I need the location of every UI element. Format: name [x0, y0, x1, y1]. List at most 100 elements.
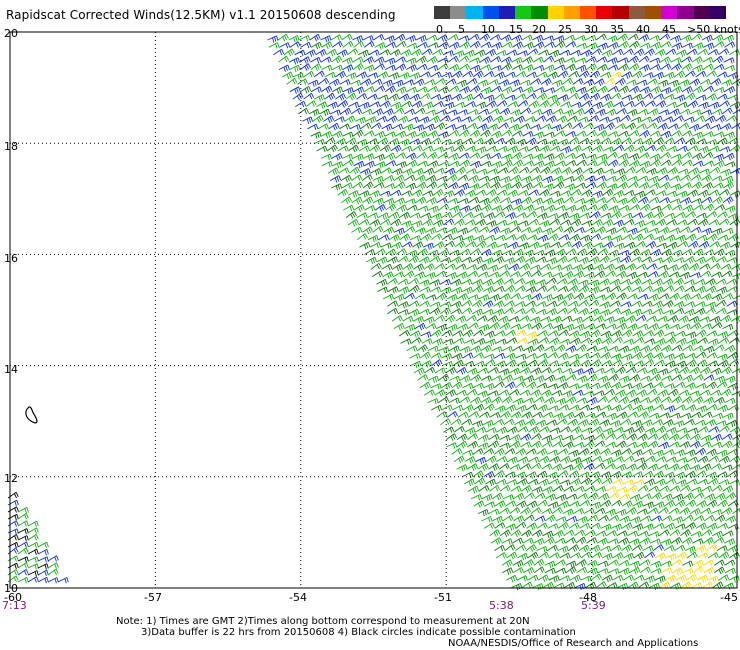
- wind-barb: [549, 218, 561, 226]
- wind-barb: [702, 537, 714, 545]
- wind-barb: [506, 189, 518, 198]
- wind-barb: [644, 100, 656, 107]
- wind-barb: [628, 153, 640, 161]
- wind-barb: [683, 279, 695, 286]
- wind-barb: [387, 300, 399, 307]
- wind-barb: [712, 581, 724, 590]
- wind-barb: [567, 300, 579, 308]
- wind-barb: [512, 345, 524, 352]
- wind-barb: [703, 42, 715, 50]
- wind-barb: [631, 382, 643, 390]
- wind-barb: [352, 153, 364, 161]
- wind-barb: [682, 344, 694, 352]
- wind-barb: [341, 33, 353, 41]
- wind-barb: [628, 397, 640, 405]
- wind-barb: [527, 478, 539, 486]
- wind-barb: [681, 159, 693, 167]
- wind-barb: [448, 152, 460, 161]
- wind-barb: [520, 441, 532, 448]
- wind-barb: [677, 168, 689, 175]
- wind-barb: [648, 485, 660, 492]
- wind-barb: [457, 293, 469, 301]
- wind-barb: [623, 190, 635, 197]
- wind-barb: [722, 485, 734, 493]
- wind-barb: [573, 434, 585, 441]
- wind-barb: [448, 249, 460, 257]
- wind-barb: [529, 166, 541, 174]
- wind-barb: [553, 35, 565, 43]
- wind-barb: [408, 255, 420, 264]
- wind-barb: [668, 463, 680, 471]
- wind-barb: [439, 279, 451, 286]
- wind-barb: [512, 537, 524, 545]
- wind-barb: [665, 553, 677, 561]
- wind-barb: [571, 167, 583, 175]
- wind-barb: [326, 144, 338, 153]
- wind-barb: [414, 174, 426, 183]
- wind-barb: [557, 285, 569, 293]
- wind-barb: [730, 167, 740, 176]
- wind-barb: [683, 116, 695, 123]
- wind-barb: [589, 286, 601, 294]
- wind-barb: [559, 479, 571, 486]
- wind-barb: [588, 279, 600, 287]
- wind-barb: [632, 233, 644, 242]
- wind-barb: [491, 160, 503, 169]
- wind-barb: [520, 507, 531, 515]
- wind-barb: [718, 218, 730, 226]
- wind-barb: [605, 508, 616, 517]
- wind-barb: [427, 205, 439, 213]
- wind-barb: [589, 352, 601, 359]
- wind-barb: [616, 197, 628, 206]
- wind-barb: [679, 433, 691, 440]
- wind-barb: [603, 168, 615, 175]
- wind-barb: [658, 441, 670, 450]
- wind-barb: [716, 381, 728, 389]
- wind-barb: [621, 94, 633, 101]
- wind-barb: [464, 427, 476, 435]
- wind-barb: [482, 300, 494, 308]
- wind-barb: [418, 308, 431, 316]
- wind-barb: [634, 220, 646, 228]
- wind-barb: [470, 248, 481, 255]
- wind-barb: [694, 307, 706, 316]
- wind-barb: [450, 116, 462, 123]
- wind-barb: [427, 345, 439, 353]
- wind-barb: [7, 520, 19, 527]
- wind-barb: [715, 115, 727, 123]
- wind-barb: [673, 301, 685, 309]
- wind-barb: [388, 211, 400, 220]
- wind-barb: [670, 35, 682, 43]
- wind-barb: [467, 322, 479, 329]
- wind-barb: [441, 233, 453, 241]
- wind-barb: [600, 523, 612, 531]
- wind-barb: [730, 241, 740, 250]
- wind-barb: [488, 108, 500, 115]
- wind-barb: [613, 144, 625, 152]
- wind-barb: [622, 48, 634, 56]
- wind-barb: [681, 396, 693, 404]
- wind-barb: [321, 85, 333, 94]
- wind-barb: [606, 35, 618, 43]
- wind-barb: [482, 419, 494, 428]
- wind-barb: [635, 314, 647, 322]
- wind-barb: [409, 330, 421, 338]
- wind-barb: [634, 100, 646, 107]
- wind-barb: [427, 249, 439, 258]
- wind-barb: [414, 271, 426, 279]
- wind-barb: [644, 220, 656, 227]
- wind-barb: [380, 242, 392, 249]
- legend-color-cell: [596, 6, 613, 19]
- wind-barb: [721, 366, 732, 375]
- wind-barb: [528, 456, 540, 463]
- wind-barb: [625, 122, 637, 131]
- wind-barb: [669, 198, 681, 205]
- wind-barb: [658, 433, 669, 441]
- wind-barb: [715, 256, 727, 263]
- wind-barb: [674, 70, 686, 79]
- wind-barb: [644, 427, 656, 435]
- wind-barb: [594, 433, 606, 440]
- wind-barb: [541, 441, 553, 448]
- wind-barb: [412, 168, 424, 176]
- wind-barb: [706, 70, 717, 78]
